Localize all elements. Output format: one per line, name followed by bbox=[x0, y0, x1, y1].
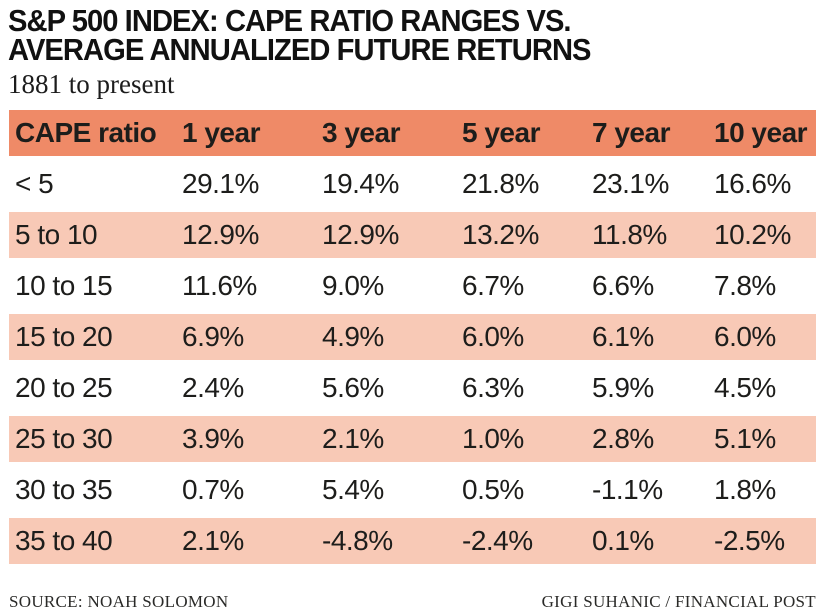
return-value-cell: 0.5% bbox=[462, 474, 524, 505]
return-value-cell: -2.5% bbox=[708, 518, 816, 564]
table-body: < 5 29.1% 19.4% 21.8% 23.1% 16.6% 5 to 1… bbox=[9, 161, 816, 564]
return-value-cell: 6.3% bbox=[462, 372, 524, 403]
table-row: 25 to 30 3.9% 2.1% 1.0% 2.8% 5.1% bbox=[9, 416, 816, 462]
return-value-cell: 6.1% bbox=[586, 314, 708, 360]
return-value-cell: 21.8% bbox=[462, 168, 539, 199]
header-row: CAPE ratio 1 year 3 year 5 year 7 year 1… bbox=[9, 110, 816, 156]
return-value-cell: 29.1% bbox=[182, 168, 259, 199]
return-value-cell: 16.6% bbox=[714, 168, 791, 199]
return-value-cell: 6.9% bbox=[176, 314, 316, 360]
return-value-cell: 5.9% bbox=[592, 372, 654, 403]
column-header-7-year: 7 year bbox=[586, 110, 708, 156]
return-value-cell: 0.1% bbox=[586, 518, 708, 564]
return-value-cell: 2.4% bbox=[182, 372, 244, 403]
return-value-cell: -1.1% bbox=[592, 474, 663, 505]
return-value-cell: 2.1% bbox=[316, 416, 456, 462]
table-header: CAPE ratio 1 year 3 year 5 year 7 year 1… bbox=[9, 110, 816, 156]
return-value-cell: 11.6% bbox=[182, 270, 257, 301]
subtitle: 1881 to present bbox=[8, 69, 175, 99]
return-value-cell: 9.0% bbox=[322, 270, 384, 301]
return-value-cell: -4.8% bbox=[316, 518, 456, 564]
return-value-cell: 6.0% bbox=[708, 314, 816, 360]
return-value-cell: 12.9% bbox=[316, 212, 456, 258]
table-row: 10 to 15 11.6% 9.0% 6.7% 6.6% 7.8% bbox=[9, 263, 816, 309]
return-value-cell: 2.1% bbox=[176, 518, 316, 564]
footer: SOURCE: NOAH SOLOMON GIGI SUHANIC / FINA… bbox=[9, 592, 816, 612]
return-value-cell: -2.4% bbox=[456, 518, 586, 564]
cape-range-cell: 25 to 30 bbox=[9, 416, 176, 462]
return-value-cell: 12.9% bbox=[176, 212, 316, 258]
return-value-cell: 10.2% bbox=[708, 212, 816, 258]
column-header-10-year: 10 year bbox=[708, 110, 816, 156]
return-value-cell: 1.8% bbox=[714, 474, 776, 505]
return-value-cell: 3.9% bbox=[176, 416, 316, 462]
return-value-cell: 1.0% bbox=[456, 416, 586, 462]
return-value-cell: 4.5% bbox=[714, 372, 776, 403]
return-value-cell: 4.9% bbox=[316, 314, 456, 360]
return-value-cell: 6.0% bbox=[456, 314, 586, 360]
column-header-cape-ratio: CAPE ratio bbox=[9, 110, 176, 156]
title-line-1: S&P 500 INDEX: CAPE RATIO RANGES VS. bbox=[8, 3, 572, 38]
column-header-3-year: 3 year bbox=[316, 110, 456, 156]
cape-range-cell: 30 to 35 bbox=[15, 474, 113, 505]
cape-range-cell: 10 to 15 bbox=[15, 270, 113, 301]
table-row: 15 to 20 6.9% 4.9% 6.0% 6.1% 6.0% bbox=[9, 314, 816, 360]
source-credit: SOURCE: NOAH SOLOMON bbox=[9, 592, 229, 611]
page-title: S&P 500 INDEX: CAPE RATIO RANGES VS. AVE… bbox=[8, 3, 776, 67]
cape-range-cell: 20 to 25 bbox=[15, 372, 113, 403]
return-value-cell: 6.6% bbox=[592, 270, 654, 301]
cape-returns-table: CAPE ratio 1 year 3 year 5 year 7 year 1… bbox=[9, 105, 816, 569]
cape-range-cell: 35 to 40 bbox=[9, 518, 176, 564]
cape-range-cell: < 5 bbox=[15, 168, 54, 199]
return-value-cell: 7.8% bbox=[714, 270, 776, 301]
return-value-cell: 11.8% bbox=[586, 212, 708, 258]
return-value-cell: 19.4% bbox=[322, 168, 399, 199]
infographic: S&P 500 INDEX: CAPE RATIO RANGES VS. AVE… bbox=[0, 3, 825, 615]
table-row: 5 to 10 12.9% 12.9% 13.2% 11.8% 10.2% bbox=[9, 212, 816, 258]
return-value-cell: 13.2% bbox=[456, 212, 586, 258]
return-value-cell: 5.6% bbox=[322, 372, 384, 403]
table-row: 35 to 40 2.1% -4.8% -2.4% 0.1% -2.5% bbox=[9, 518, 816, 564]
return-value-cell: 0.7% bbox=[182, 474, 244, 505]
return-value-cell: 5.1% bbox=[708, 416, 816, 462]
table-row: 30 to 35 0.7% 5.4% 0.5% -1.1% 1.8% bbox=[9, 467, 816, 513]
cape-range-cell: 15 to 20 bbox=[9, 314, 176, 360]
column-header-1-year: 1 year bbox=[176, 110, 316, 156]
table-row: < 5 29.1% 19.4% 21.8% 23.1% 16.6% bbox=[9, 161, 816, 207]
return-value-cell: 5.4% bbox=[322, 474, 384, 505]
author-credit: GIGI SUHANIC / FINANCIAL POST bbox=[541, 592, 816, 611]
return-value-cell: 2.8% bbox=[586, 416, 708, 462]
return-value-cell: 6.7% bbox=[462, 270, 524, 301]
column-header-5-year: 5 year bbox=[456, 110, 586, 156]
return-value-cell: 23.1% bbox=[592, 168, 669, 199]
title-line-2: AVERAGE ANNUALIZED FUTURE RETURNS bbox=[8, 32, 591, 67]
table-row: 20 to 25 2.4% 5.6% 6.3% 5.9% 4.5% bbox=[9, 365, 816, 411]
cape-range-cell: 5 to 10 bbox=[9, 212, 176, 258]
